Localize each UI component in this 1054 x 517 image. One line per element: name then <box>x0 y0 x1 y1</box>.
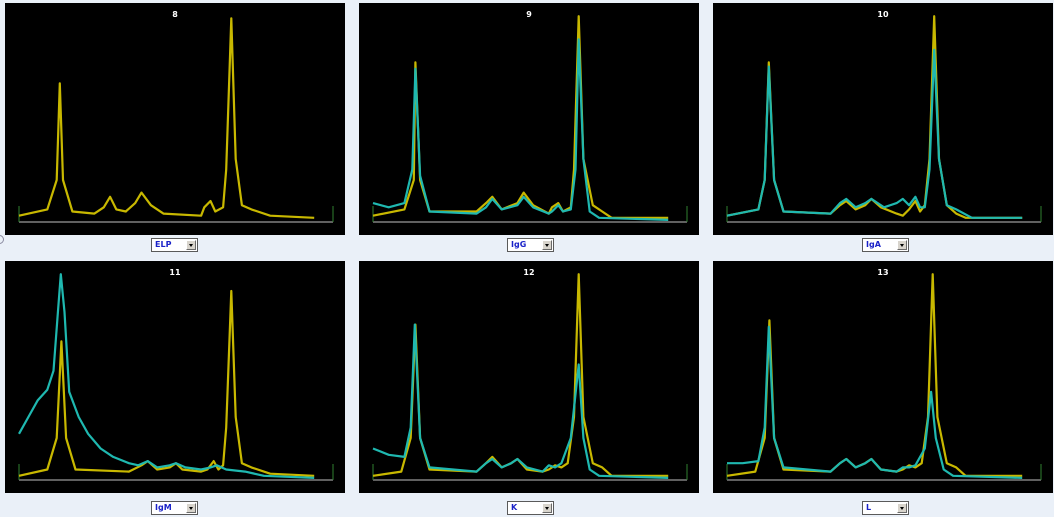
densitogram-chart: 13 <box>713 261 1053 493</box>
fraction-select-value: IgM <box>155 503 172 512</box>
chart-title: 10 <box>877 10 889 19</box>
chart-title: 13 <box>877 268 888 277</box>
chevron-down-icon[interactable] <box>897 503 907 513</box>
fraction-select-12[interactable]: K <box>507 501 554 515</box>
test-curve <box>372 38 669 221</box>
test-curve <box>726 48 1023 219</box>
fraction-select-9[interactable]: IgG <box>507 238 554 252</box>
chart-title: 9 <box>526 10 532 19</box>
chart-background <box>5 261 345 493</box>
chevron-down-icon[interactable] <box>186 240 196 250</box>
fraction-select-value: L <box>866 503 872 512</box>
fraction-select-11[interactable]: IgM <box>151 501 198 515</box>
chart-background <box>713 261 1053 493</box>
fraction-select-value: IgA <box>866 240 881 249</box>
fraction-select-8[interactable]: ELP <box>151 238 198 252</box>
fraction-select-13[interactable]: L <box>862 501 909 515</box>
chart-background <box>713 3 1053 235</box>
chevron-down-icon[interactable] <box>542 503 552 513</box>
chart-title: 12 <box>523 268 534 277</box>
fraction-select-10[interactable]: IgA <box>862 238 909 252</box>
chart-title: 8 <box>172 10 178 19</box>
densitogram-chart: 12 <box>359 261 699 493</box>
fraction-select-value: ELP <box>155 240 172 249</box>
chart-title: 11 <box>169 268 181 277</box>
densitogram-chart: 11 <box>5 261 345 493</box>
densitogram-chart: 8 <box>5 3 345 235</box>
densitogram-panel-8: 8 <box>5 3 345 235</box>
test-curve <box>727 325 1023 479</box>
densitogram-chart: 10 <box>713 3 1053 235</box>
reference-curve <box>18 289 315 477</box>
chart-background <box>5 3 345 235</box>
reference-curve <box>18 17 315 219</box>
chevron-down-icon[interactable] <box>542 240 552 250</box>
densitogram-panel-9: 9 <box>359 3 699 235</box>
densitogram-chart: 9 <box>359 3 699 235</box>
densitogram-panel-10: 10 <box>713 3 1053 235</box>
densitogram-panel-12: 12 <box>359 261 699 493</box>
chevron-down-icon[interactable] <box>897 240 907 250</box>
densitogram-panel-13: 13 <box>713 261 1053 493</box>
densitogram-panel-11: 11 <box>5 261 345 493</box>
left-edge-mark <box>0 235 4 244</box>
fraction-select-value: K <box>511 503 518 512</box>
test-curve <box>18 273 315 479</box>
chart-background <box>359 261 699 493</box>
test-curve <box>372 323 669 479</box>
fraction-select-value: IgG <box>511 240 527 249</box>
chevron-down-icon[interactable] <box>186 503 196 513</box>
